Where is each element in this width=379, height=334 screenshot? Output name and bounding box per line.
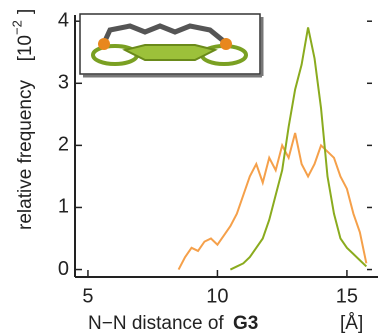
page: {"chart_data": {"type": "line", "y_label… [0,0,379,334]
x-tick-label: 10 [206,285,228,307]
y-label-group: relative frequency [10 −2 ] [9,9,36,230]
core [125,45,215,60]
inset-molecule [80,14,262,76]
y-tick-label: 3 [58,72,69,94]
series-line [179,133,367,270]
x-unit: [Å] [340,313,363,334]
y-unit-exponent: −2 [9,20,24,35]
atom [220,38,232,50]
y-tick-label: 2 [58,134,69,156]
atom [98,38,110,50]
y-tick-label: 4 [58,9,69,31]
y-unit: ] [15,9,36,14]
x-tick-label: 15 [336,285,358,307]
x-axis-label: N−N distance of [88,313,224,334]
x-tick-label: 5 [82,285,93,307]
y-unit: [10 [15,35,36,61]
chart: 0 1 2 3 4 5 10 15 relative frequency [10 −2 ] N… [0,0,379,334]
x-axis-label-bold: G3 [233,313,258,334]
y-axis-label: relative frequency [15,80,36,230]
y-tick-label: 1 [58,196,69,218]
y-tick-label: 0 [58,258,69,280]
